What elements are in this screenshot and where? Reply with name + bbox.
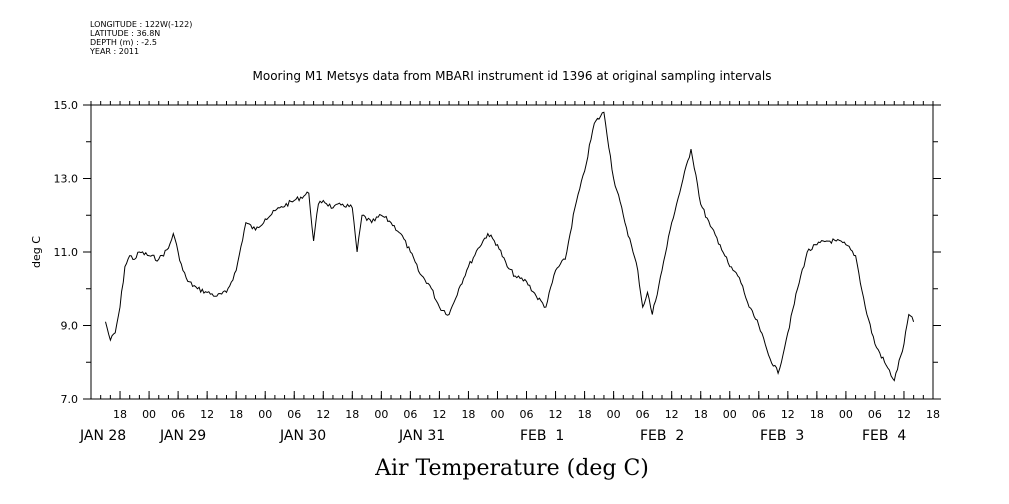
- x-hour-label: 12: [897, 408, 911, 421]
- y-axis: 7.0 9.0 11.0 13.0 15.0: [54, 99, 941, 406]
- x-hour-label: 18: [694, 408, 708, 421]
- series-line-air-temperature: [105, 111, 915, 382]
- x-hour-label: 06: [520, 408, 534, 421]
- x-hour-label: 06: [752, 408, 766, 421]
- x-hour-label: 12: [549, 408, 563, 421]
- x-hour-label: 00: [723, 408, 737, 421]
- x-date-label: JAN 30: [279, 428, 326, 444]
- x-hour-label: 06: [171, 408, 185, 421]
- x-hour-label: 12: [200, 408, 214, 421]
- x-hour-label: 18: [578, 408, 592, 421]
- depth-text: DEPTH (m) : -2.5: [90, 38, 157, 47]
- x-hour-label: 18: [229, 408, 243, 421]
- y-tick-label: 9.0: [61, 320, 79, 333]
- x-date-label: FEB 1: [520, 428, 564, 444]
- x-axis: 18 00 06 12 18 00 06 12 18 00 06 12 18 00 06 12 18 00 06 12…: [79, 391, 940, 444]
- x-hour-label: 18: [810, 408, 824, 421]
- x-hour-label: 18: [926, 408, 940, 421]
- longitude-text: LONGITUDE : 122W(-122): [90, 20, 193, 29]
- x-hour-label: 00: [839, 408, 853, 421]
- year-text: YEAR : 2011: [90, 47, 140, 56]
- x-hour-label: 18: [461, 408, 475, 421]
- x-date-label: FEB 4: [862, 428, 906, 444]
- x-date-label: JAN 29: [159, 428, 206, 444]
- x-date-label: JAN 28: [79, 428, 126, 444]
- chart-title: Mooring M1 Metsys data from MBARI instru…: [253, 69, 772, 83]
- x-hour-label: 00: [490, 408, 504, 421]
- x-date-label: FEB 3: [760, 428, 804, 444]
- x-hour-label: 00: [607, 408, 621, 421]
- latitude-text: LATITUDE : 36.8N: [90, 29, 161, 38]
- minor-ticks: [90, 101, 934, 399]
- y-tick-label: 15.0: [54, 99, 79, 112]
- x-hour-label: 18: [113, 408, 127, 421]
- x-hour-label: 06: [287, 408, 301, 421]
- y-tick-label: 13.0: [54, 173, 79, 186]
- x-hour-label: 06: [868, 408, 882, 421]
- x-hour-label: 12: [665, 408, 679, 421]
- x-hour-label: 12: [432, 408, 446, 421]
- x-date-label: FEB 2: [640, 428, 684, 444]
- x-hour-label: 12: [781, 408, 795, 421]
- x-hour-label: 18: [345, 408, 359, 421]
- x-date-label: JAN 31: [398, 428, 445, 444]
- y-axis-label: deg C: [30, 236, 43, 268]
- mooring-metadata: LONGITUDE : 122W(-122) LATITUDE : 36.8N …: [90, 20, 192, 56]
- x-hour-label: 12: [316, 408, 330, 421]
- x-hour-label: 00: [258, 408, 272, 421]
- x-hour-label: 06: [636, 408, 650, 421]
- x-axis-title: Air Temperature (deg C): [374, 456, 649, 481]
- y-tick-label: 11.0: [54, 246, 79, 259]
- x-hour-label: 00: [374, 408, 388, 421]
- x-hour-label: 00: [142, 408, 156, 421]
- x-hour-label: 06: [403, 408, 417, 421]
- y-tick-label: 7.0: [61, 393, 79, 406]
